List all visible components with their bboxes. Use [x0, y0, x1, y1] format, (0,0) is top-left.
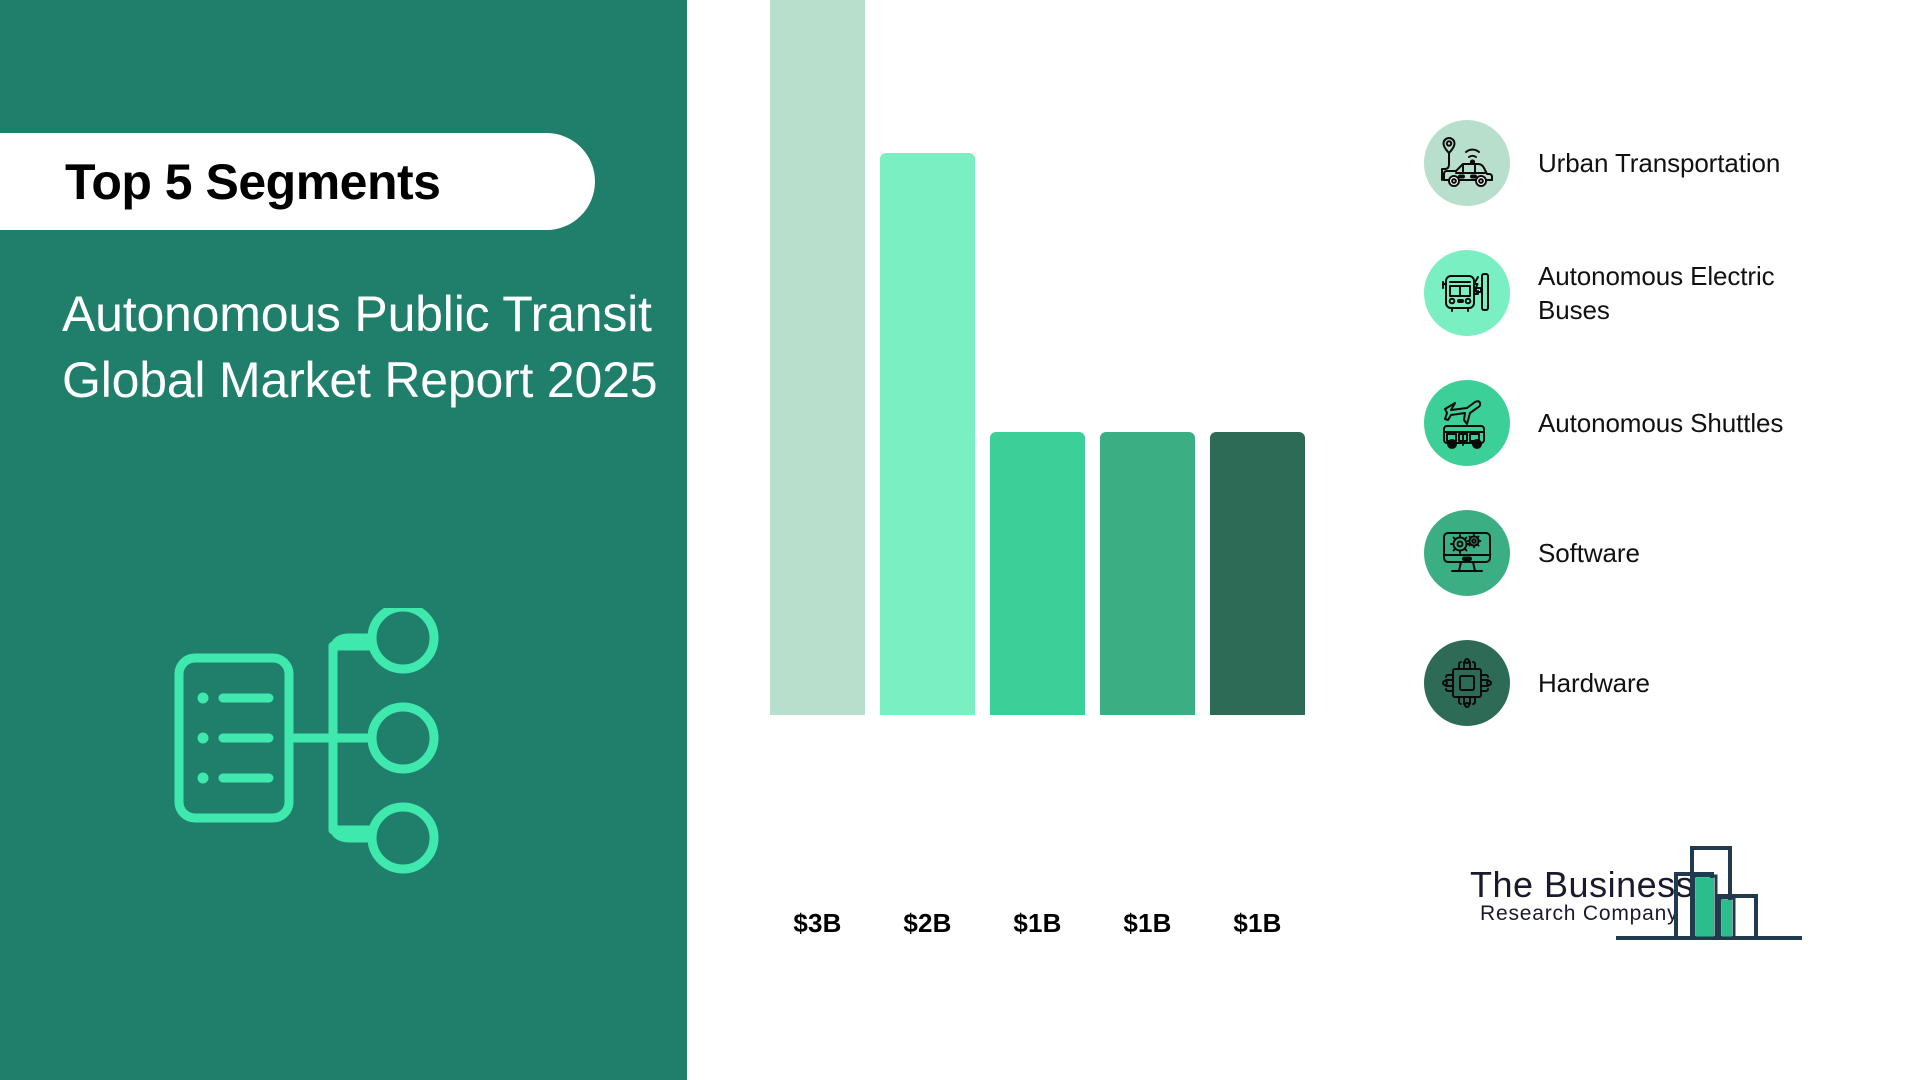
legend-label-5: Hardware	[1538, 667, 1650, 698]
bar-label-4: $1B	[1123, 908, 1172, 938]
segments-badge-label: Top 5 Segments	[65, 153, 441, 210]
logo-line-1: The Business	[1470, 864, 1695, 905]
report-title: Autonomous Public Transit Global Market …	[62, 286, 658, 408]
document-flowchart-icon	[174, 608, 439, 874]
legend-label-3: Autonomous Shuttles	[1538, 407, 1784, 438]
bar-3	[990, 432, 1085, 715]
bar-label-2: $2B	[903, 908, 952, 938]
legend-label-1: Urban Transportation	[1538, 147, 1781, 178]
left-panel: Top 5 Segments Autonomous Public Transit…	[0, 0, 687, 1080]
legend-item-hardware[interactable]: Hardware	[1424, 640, 1894, 726]
logo-line-2: Research Company	[1480, 902, 1679, 925]
legend-item-autonomous-shuttles[interactable]: Autonomous Shuttles	[1424, 380, 1894, 466]
legend-item-software[interactable]: Software	[1424, 510, 1894, 596]
bar-5	[1210, 432, 1305, 715]
car-location-wifi-icon	[1424, 120, 1510, 206]
cpu-chip-icon	[1424, 640, 1510, 726]
airport-shuttle-plane-icon	[1424, 380, 1510, 466]
bar-label-3: $1B	[1013, 908, 1062, 938]
electric-bus-charging-icon	[1424, 250, 1510, 336]
legend-label-4: Software	[1538, 537, 1640, 568]
monitor-gears-icon	[1424, 510, 1510, 596]
bar-label-1: $3B	[793, 908, 842, 938]
bar-chart-logo-icon	[1616, 846, 1802, 940]
legend-item-urban-transportation[interactable]: Urban Transportation	[1424, 120, 1894, 206]
bar-1	[770, 0, 865, 715]
segments-badge: Top 5 Segments	[0, 133, 595, 230]
bar-label-5: $1B	[1233, 908, 1282, 938]
bar-2	[880, 153, 975, 715]
legend-item-autonomous-electric-buses[interactable]: Autonomous Electric Buses	[1424, 250, 1894, 336]
bar-chart: $3B $2B $1B $1B $1B	[760, 0, 1330, 1080]
bar-4	[1100, 432, 1195, 715]
legend-label-2: Autonomous Electric Buses	[1538, 260, 1775, 325]
brand-logo: The Business Research Company	[1462, 832, 1802, 952]
bar-group	[760, 0, 1330, 900]
